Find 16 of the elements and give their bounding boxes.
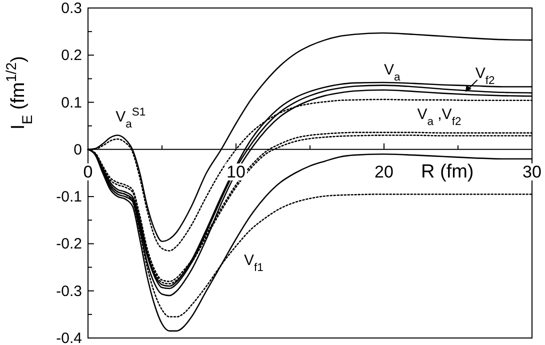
annotation: V$_{a}$ ,V$_{f2}$ <box>417 106 462 128</box>
y-tick-label: -0.4 <box>56 330 82 345</box>
y-tick-label: 0.2 <box>61 47 82 64</box>
y-tick-label: -0.3 <box>56 282 82 300</box>
y-tick-label: -0.2 <box>56 236 82 253</box>
annotation: V$_{f1}$ <box>244 252 264 274</box>
y-tick-label: 0 <box>74 141 82 158</box>
y-tick-label: -0.1 <box>56 188 82 206</box>
y-tick-label: 0.1 <box>61 94 82 112</box>
x-axis-title: R (fm) <box>421 161 474 182</box>
annotation: V$_{a}$ <box>384 61 402 84</box>
x-tick-label: 30 <box>522 162 542 182</box>
x-tick-label: 20 <box>374 162 394 182</box>
annotation: V$_{f2}$ <box>475 64 495 87</box>
y-tick-label: 0.3 <box>61 0 82 17</box>
x-tick-label: 10 <box>226 162 246 182</box>
